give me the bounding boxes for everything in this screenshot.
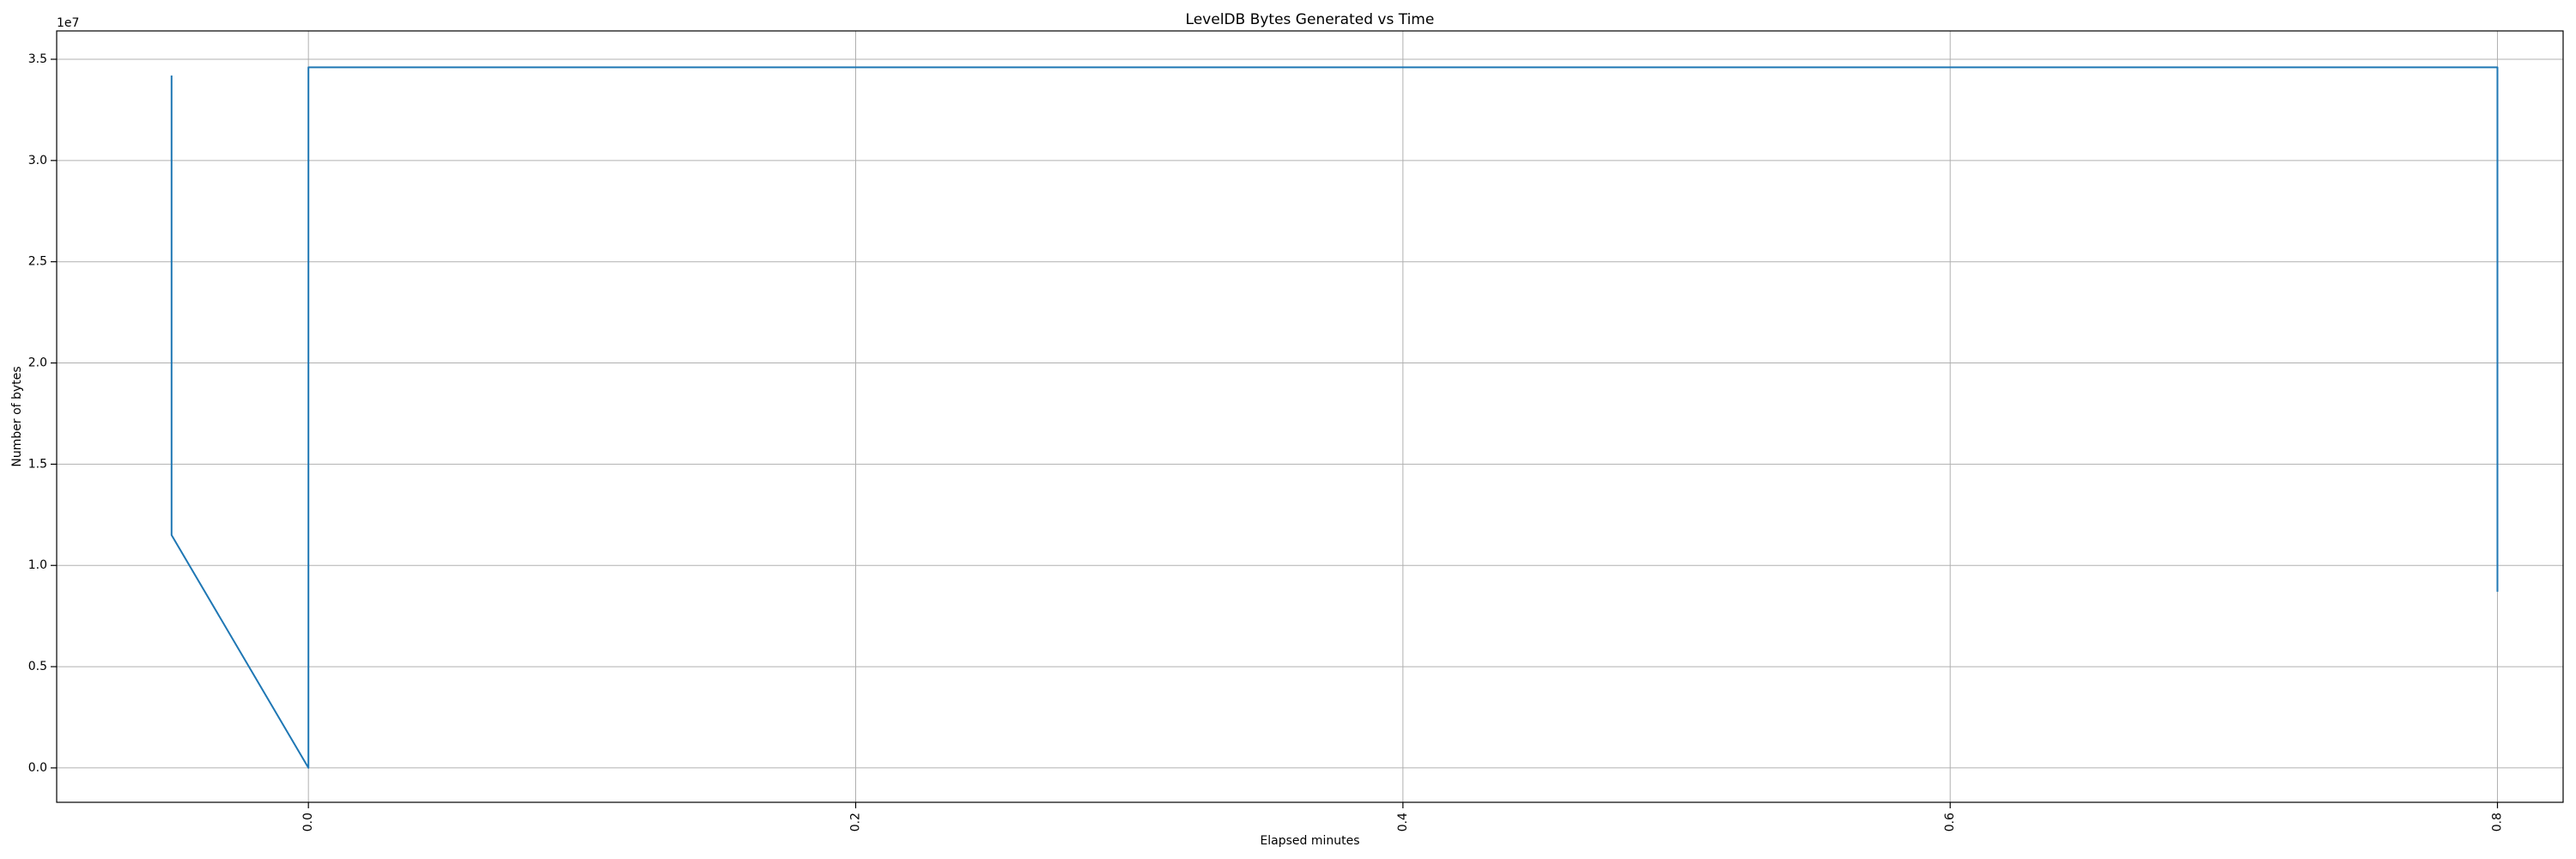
- x-tick-label: 0.2: [849, 813, 863, 832]
- y-axis-label: Number of bytes: [10, 366, 24, 466]
- x-axis-ticks: 0.0 0.2 0.4 0.6 0.8: [301, 802, 2505, 832]
- y-tick-label: 0.5: [28, 660, 47, 673]
- grid: [57, 31, 2563, 802]
- x-tick-label: 0.6: [1943, 813, 1957, 832]
- y-tick-label: 2.0: [28, 356, 47, 370]
- x-tick-label: 0.4: [1396, 813, 1410, 832]
- y-tick-label: 2.5: [28, 255, 47, 269]
- y-tick-label: 1.0: [28, 558, 47, 572]
- y-axis-offset-label: 1e7: [57, 16, 79, 30]
- y-tick-label: 0.0: [28, 761, 47, 775]
- y-tick-label: 3.0: [28, 154, 47, 168]
- series-line: [170, 66, 2499, 769]
- chart-title: LevelDB Bytes Generated vs Time: [1186, 11, 1435, 28]
- y-tick-label: 3.5: [28, 52, 47, 66]
- plot-frame: [56, 30, 2564, 803]
- series-layer: [170, 66, 2499, 769]
- y-axis-ticks: 0.0 0.5 1.0 1.5 2.0 2.5 3.0 3.5: [28, 52, 57, 775]
- y-tick-label: 1.5: [28, 457, 47, 471]
- x-tick-label: 0.8: [2491, 813, 2505, 832]
- x-tick-label: 0.0: [301, 813, 315, 832]
- x-axis-label: Elapsed minutes: [1260, 834, 1359, 848]
